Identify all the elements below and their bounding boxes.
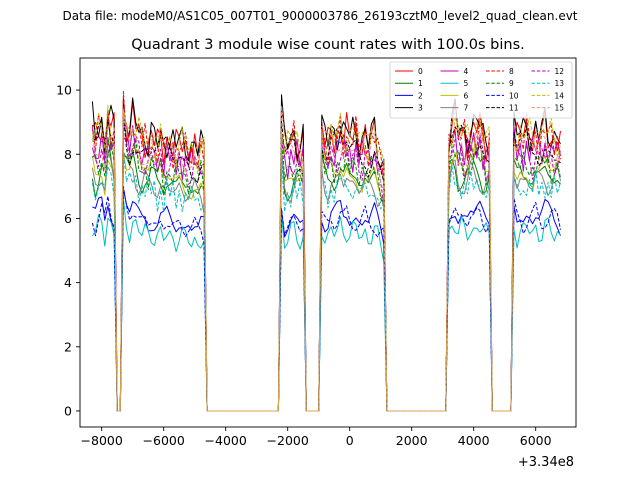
x-tick-label: −4000 [205,433,247,448]
legend-label-15: 15 [555,104,565,113]
y-tick-label: 4 [64,275,72,290]
legend-label-5: 5 [464,79,469,88]
count-rate-chart: Data file: modeM0/AS1C05_007T01_90000037… [0,0,640,480]
x-axis: −8000 −6000 −4000 −2000 0 2000 4000 6000 [81,427,552,448]
y-tick-label: 6 [64,211,72,226]
legend-label-11: 11 [509,104,519,113]
x-tick-label: 2000 [396,433,428,448]
legend-label-13: 13 [555,79,565,88]
x-tick-label: −6000 [143,433,185,448]
x-tick-label: 4000 [458,433,490,448]
legend-label-4: 4 [464,67,469,76]
chart-title: Quadrant 3 module wise count rates with … [131,37,525,53]
legend-label-8: 8 [509,67,514,76]
legend-label-6: 6 [464,91,469,100]
legend-label-7: 7 [464,104,469,113]
x-tick-label: −8000 [81,433,123,448]
y-axis: 0 2 4 6 8 10 [56,83,80,419]
x-offset-label: +3.34e8 [518,455,574,470]
y-tick-label: 0 [64,403,72,418]
legend-label-9: 9 [509,79,514,88]
y-tick-label: 8 [64,147,72,162]
legend-label-0: 0 [418,67,423,76]
legend-label-12: 12 [555,67,565,76]
legend-label-10: 10 [509,91,519,100]
x-tick-label: 6000 [520,433,552,448]
y-tick-label: 10 [56,83,72,98]
legend-label-1: 1 [418,79,423,88]
y-tick-label: 2 [64,339,72,354]
legend-label-2: 2 [418,91,423,100]
series-lines [92,91,560,411]
chart-suptitle: Data file: modeM0/AS1C05_007T01_90000037… [62,9,577,23]
x-tick-label: −2000 [267,433,309,448]
legend-label-3: 3 [418,104,423,113]
legend-label-14: 14 [555,91,565,100]
x-tick-label: 0 [346,433,354,448]
